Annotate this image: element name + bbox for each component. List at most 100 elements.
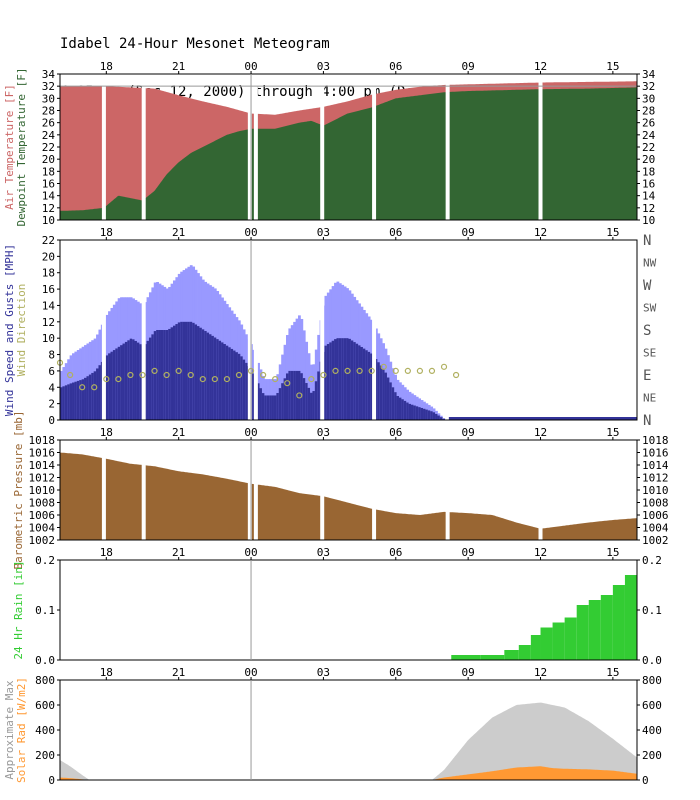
rain-bar <box>612 585 625 660</box>
wind-speed-bar <box>225 345 229 420</box>
temperature-y-tick-label: 16 <box>42 178 55 191</box>
rain-y-tick-label-right: 0.1 <box>642 604 662 617</box>
wind-speed-bar <box>365 350 369 420</box>
wind-direction-point <box>139 371 146 379</box>
rain-x-tick-label: 15 <box>606 546 619 559</box>
temperature-y-tick-label-right: 26 <box>642 117 655 130</box>
temperature-data-gap <box>253 75 258 220</box>
wind-direction-point <box>199 375 206 383</box>
wind-direction-point <box>91 384 98 391</box>
wind-speed-bar <box>257 383 260 420</box>
wind-speed-bar <box>158 330 162 420</box>
wind-speed-bar <box>201 329 205 420</box>
solar-y-tick-label-right: 0 <box>642 774 649 787</box>
wind-speed-bar <box>261 393 265 420</box>
wind-speed-bar <box>374 359 378 420</box>
wind-speed-bar <box>298 370 301 420</box>
wind-speed-bar <box>435 413 438 420</box>
temperature-y-tick-label-right: 34 <box>642 68 656 81</box>
wind-speed-bar <box>310 392 313 420</box>
wind-speed-bar <box>192 322 196 420</box>
wind-gust-bar <box>307 353 311 420</box>
wind-speed-bar <box>230 348 234 420</box>
wind-speed-bar <box>194 324 198 420</box>
wind-speed-bar <box>329 342 333 420</box>
pressure-y-tick-label: 1004 <box>29 522 56 535</box>
wind-speed-bar <box>84 377 87 420</box>
wind-speed-bar <box>185 321 188 420</box>
wind-speed-bar <box>117 346 121 420</box>
wind-speed-bar <box>197 326 200 420</box>
wind-speed-bar <box>411 404 414 420</box>
wind-direction-label: SE <box>643 347 656 360</box>
wind-y-axis-label-part: Wind Speed and Gusts [MPH] <box>3 244 16 416</box>
wind-speed-bar <box>237 353 241 420</box>
wind-speed-bar <box>408 403 412 420</box>
wind-speed-bar <box>430 411 434 420</box>
wind-direction-label: E <box>643 368 651 384</box>
rain-bar <box>540 627 553 660</box>
solar-x-tick-label: 03 <box>317 666 330 679</box>
solar-y-axis-label: Approximate MaxSolar Rad [W/m2] <box>3 677 28 783</box>
wind-speed-bar <box>317 371 321 420</box>
wind-speed-bar <box>146 340 150 420</box>
wind-speed-bar <box>271 395 275 420</box>
wind-speed-bar <box>199 327 203 420</box>
wind-x-tick-label: 09 <box>462 226 475 239</box>
pressure-y-tick-label-right: 1002 <box>642 534 669 547</box>
rain-bar <box>504 650 519 660</box>
temperature-y-tick-label-right: 22 <box>642 141 655 154</box>
wind-speed-bar <box>401 399 405 420</box>
wind-speed-bar <box>218 340 222 420</box>
temperature-y-tick-label: 14 <box>42 190 56 203</box>
wind-speed-bar <box>69 383 73 420</box>
wind-speed-bar <box>112 350 116 420</box>
wind-direction-point <box>223 375 231 383</box>
wind-speed-bar <box>72 382 75 420</box>
wind-speed-bar <box>182 321 186 420</box>
temperature-y-tick-label: 26 <box>42 117 55 130</box>
pressure-data-gap <box>445 441 450 540</box>
pressure-data-gap <box>320 441 325 540</box>
wind-speed-bar <box>370 353 373 420</box>
wind-speed-bar <box>132 339 135 420</box>
solar-y-tick-label: 400 <box>35 724 55 737</box>
wind-speed-bar <box>273 395 277 420</box>
wind-speed-bar <box>223 344 227 420</box>
rain-bar <box>451 655 481 660</box>
wind-speed-bar <box>382 368 385 420</box>
wind-speed-bar <box>346 338 349 420</box>
temperature-data-gap <box>320 75 325 220</box>
temperature-x-tick-label: 15 <box>606 60 619 73</box>
wind-data-gap <box>253 241 258 420</box>
wind-speed-bar <box>389 382 393 420</box>
solar-x-tick-label: 18 <box>100 666 113 679</box>
wind-speed-bar <box>163 330 167 420</box>
solar-y-tick-label: 600 <box>35 699 55 712</box>
temperature-data-gap <box>445 75 450 220</box>
solar-y-tick-label-right: 800 <box>642 674 662 687</box>
wind-data-gap <box>247 241 252 420</box>
solar-x-tick-label: 15 <box>606 666 619 679</box>
temperature-y-axis-label: Air Temperature [F]Dewpoint Temperature … <box>3 68 28 227</box>
wind-direction-point <box>404 367 411 375</box>
wind-gust-bar <box>298 315 301 420</box>
wind-speed-bar <box>334 339 337 420</box>
wind-speed-bar <box>341 338 345 420</box>
wind-speed-bar <box>105 355 109 420</box>
wind-speed-bar <box>362 348 366 420</box>
wind-speed-bar <box>74 381 78 420</box>
wind-y-axis-label: Wind Speed and Gusts [MPH]Wind Direction <box>3 244 28 416</box>
wind-speed-bar <box>124 341 128 420</box>
pressure-data-gap <box>101 441 106 540</box>
rain-x-tick-label: 09 <box>462 546 475 559</box>
wind-direction-label: SW <box>643 302 657 315</box>
pressure-y-tick-label-right: 1008 <box>642 497 669 510</box>
wind-speed-bar <box>427 410 431 420</box>
wind-speed-bar <box>377 362 381 420</box>
wind-speed-bar <box>439 417 443 420</box>
temperature-y-tick-label-right: 32 <box>642 80 655 93</box>
temperature-data-gap <box>538 75 543 220</box>
rain-x-tick-label: 12 <box>534 546 547 559</box>
temperature-y-axis-label-part: Dewpoint Temperature [F] <box>15 68 28 227</box>
